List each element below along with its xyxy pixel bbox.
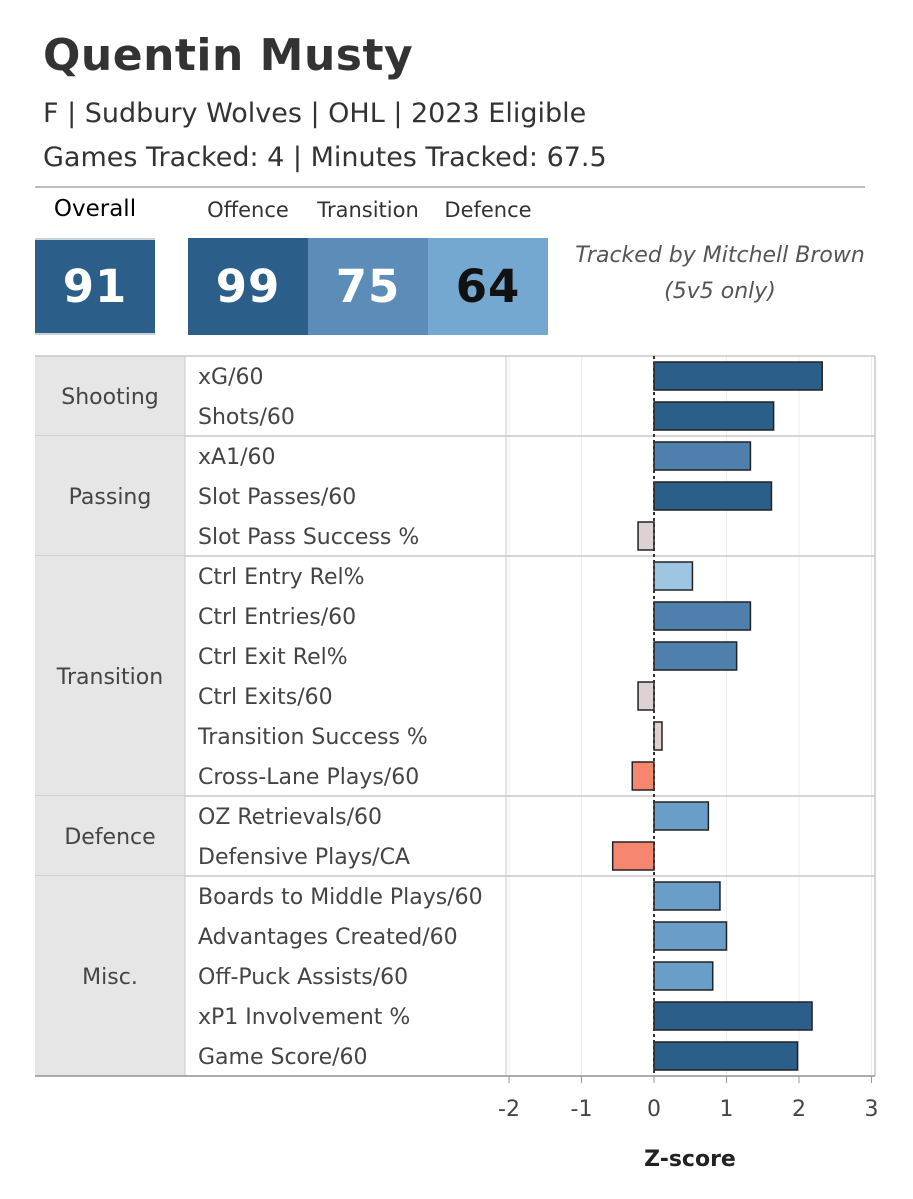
metric-label: Slot Passes/60 xyxy=(198,485,356,510)
transition-score: 75 xyxy=(308,238,428,335)
metric-label: Boards to Middle Plays/60 xyxy=(198,885,483,910)
x-tick-label: 0 xyxy=(647,1097,661,1122)
x-axis-title: Z-score xyxy=(644,1147,736,1172)
bar xyxy=(653,601,752,631)
x-tick-label: 2 xyxy=(792,1097,806,1122)
player-subtitle: F | Sudbury Wolves | OHL | 2023 Eligible xyxy=(43,98,587,129)
bar xyxy=(653,921,728,951)
group-header-bg xyxy=(35,436,185,556)
defence-score: 64 xyxy=(428,238,548,335)
group-label: Transition xyxy=(56,665,163,690)
group-header-bg xyxy=(35,356,185,436)
overall-label: Overall xyxy=(53,196,137,222)
bar xyxy=(653,481,773,511)
bar xyxy=(653,441,752,471)
tracked-by-note: Tracked by Mitchell Brown (5v5 only) xyxy=(565,238,875,310)
metric-label: Ctrl Entry Rel% xyxy=(198,565,365,590)
group-header-bg xyxy=(35,556,185,796)
metric-label: Ctrl Exits/60 xyxy=(198,685,333,710)
offence-score: 99 xyxy=(188,238,308,335)
metric-label: Off-Puck Assists/60 xyxy=(198,965,408,990)
group-label: Misc. xyxy=(82,965,138,990)
transition-label: Transition xyxy=(317,198,419,222)
metric-label: Ctrl Exit Rel% xyxy=(198,645,348,670)
group-label: Defence xyxy=(64,825,155,850)
x-tick-label: 3 xyxy=(865,1097,879,1122)
metric-label: Ctrl Entries/60 xyxy=(198,605,356,630)
defence-label: Defence xyxy=(444,198,532,222)
bar xyxy=(653,881,721,911)
bar xyxy=(653,641,738,671)
bar xyxy=(653,721,663,751)
metric-label: xG/60 xyxy=(198,365,263,390)
x-tick-label: -2 xyxy=(498,1097,520,1122)
bar xyxy=(653,1041,799,1071)
metric-label: Game Score/60 xyxy=(198,1045,368,1070)
overall-score: 91 xyxy=(35,238,155,335)
bar xyxy=(653,561,694,591)
metric-label: Slot Pass Success % xyxy=(198,525,419,550)
x-tick-label: -1 xyxy=(571,1097,593,1122)
metric-label: xP1 Involvement % xyxy=(198,1005,410,1030)
player-name: Quentin Musty xyxy=(43,30,414,81)
bar xyxy=(637,681,655,711)
bar xyxy=(653,401,775,431)
bar xyxy=(653,961,714,991)
metric-label: Advantages Created/60 xyxy=(198,925,458,950)
bar xyxy=(653,1001,813,1031)
header-divider xyxy=(35,186,865,188)
metric-label: Shots/60 xyxy=(198,405,295,430)
group-label: Shooting xyxy=(61,385,158,410)
metric-label: xA1/60 xyxy=(198,445,275,470)
bar xyxy=(653,801,710,831)
metric-label: Transition Success % xyxy=(197,725,428,750)
group-header-bg xyxy=(35,796,185,876)
tracked-scope-line: (5v5 only) xyxy=(664,279,776,304)
group-header-bg xyxy=(35,876,185,1076)
bar xyxy=(611,841,655,871)
bar xyxy=(631,761,655,791)
offence-label: Offence xyxy=(207,198,289,222)
metric-label: OZ Retrievals/60 xyxy=(198,805,382,830)
metric-label: Defensive Plays/CA xyxy=(198,845,410,870)
bar xyxy=(637,521,655,551)
bar xyxy=(653,361,823,391)
group-label: Passing xyxy=(69,485,152,510)
tracking-summary: Games Tracked: 4 | Minutes Tracked: 67.5 xyxy=(43,142,607,173)
x-tick-label: 1 xyxy=(720,1097,734,1122)
metric-label: Cross-Lane Plays/60 xyxy=(198,765,419,790)
tracked-by-line: Tracked by Mitchell Brown xyxy=(575,243,865,268)
